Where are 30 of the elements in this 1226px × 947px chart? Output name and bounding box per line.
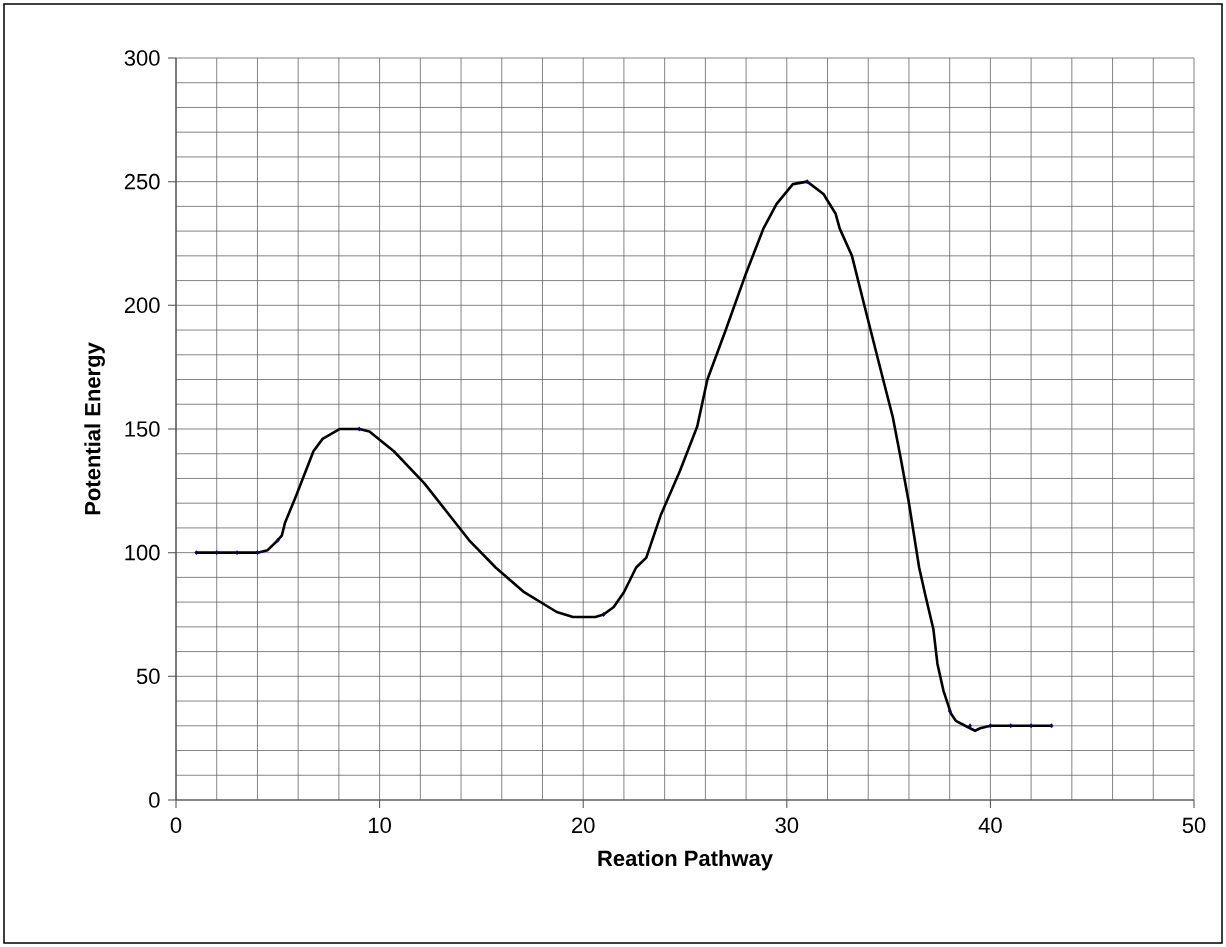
point — [255, 550, 260, 556]
point — [357, 426, 362, 432]
x-tick-label: 40 — [978, 817, 1002, 834]
y-tick-label: 50 — [136, 668, 160, 685]
point — [275, 537, 280, 543]
x-tick-label: 0 — [170, 817, 182, 834]
x-axis-title: Reation Pathway — [598, 849, 773, 871]
point — [805, 179, 810, 185]
point — [968, 723, 972, 729]
x-tick-label: 20 — [572, 817, 595, 834]
y-tick-label: 300 — [124, 50, 160, 66]
x-tick-label: 50 — [1182, 817, 1206, 834]
point — [1008, 723, 1013, 729]
x-tick-label: 30 — [775, 817, 799, 834]
y-tick-label: 200 — [124, 297, 160, 314]
point — [235, 550, 239, 556]
y-tick-label: 150 — [125, 421, 160, 437]
point — [214, 550, 219, 556]
x-tick-label: 10 — [369, 817, 391, 834]
point — [947, 708, 952, 714]
y-tick-label: 0 — [149, 792, 160, 808]
point — [601, 612, 606, 617]
point — [194, 550, 199, 556]
point — [1029, 723, 1033, 729]
point — [1049, 723, 1054, 729]
y-tick-label: 100 — [125, 544, 160, 561]
line-series — [195, 180, 1053, 733]
point — [988, 723, 993, 729]
y-tick-label: 250 — [124, 173, 160, 190]
y-axis-title: Potential Energy — [84, 342, 105, 515]
